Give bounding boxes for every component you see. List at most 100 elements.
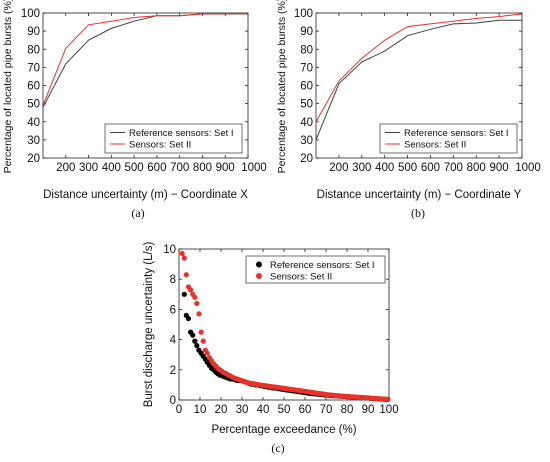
y-tick-label: 40 [300, 117, 313, 129]
x-tick-label: 700 [444, 162, 463, 174]
x-tick-label: 800 [193, 162, 212, 174]
legend-entry: Sensors: Set II [404, 140, 466, 151]
x-tick-label: 0 [176, 404, 182, 416]
y-tick-label: 80 [27, 44, 40, 56]
legend-entry: Reference sensors: Set I [404, 128, 509, 139]
legend-box [245, 255, 386, 284]
y-axis-label: Percentage of located pipe bursts (%) [276, 0, 288, 173]
legend-box [379, 123, 518, 154]
x-tick-label: 600 [421, 162, 440, 174]
y-tick-label: 80 [300, 44, 313, 56]
x-tick-label: 60 [299, 404, 312, 416]
x-tick-label: 500 [125, 162, 144, 174]
panel-label: (a) [131, 206, 144, 220]
x-tick-label: 50 [278, 404, 291, 416]
legend-entry: Sensors: Set II [129, 140, 191, 151]
chart-panel-1: 20 30 40 50 60 70 80 90 100 200 300 400 500 600 700 800… [2, 0, 267, 220]
data-point [185, 315, 191, 322]
data-point [188, 287, 194, 293]
series-line-2 [315, 13, 523, 123]
y-tick-label: 40 [27, 117, 40, 129]
x-tick-label: 20 [215, 404, 228, 416]
data-point [204, 350, 210, 356]
x-tick-label: 500 [398, 162, 417, 174]
x-tick-label: 200 [329, 162, 348, 174]
y-axis-label: Percentage of located pipe bursts (%) [2, 0, 14, 173]
y-tick-label: 10 [163, 244, 176, 256]
x-axis-label: Percentage exceedance (%) [211, 424, 356, 436]
data-point [181, 291, 187, 297]
y-tick-label: 30 [27, 135, 40, 147]
y-tick-label: 70 [27, 62, 40, 74]
y-tick-label: 4 [170, 335, 177, 347]
legend-swatch-marker [256, 261, 262, 268]
y-tick-label: 50 [27, 99, 40, 111]
y-tick-label: 30 [300, 135, 313, 147]
panel-label: (b) [411, 206, 425, 220]
x-tick-label: 30 [236, 404, 249, 416]
y-tick-label: 100 [294, 8, 313, 20]
x-axis-label: Distance uncertainty (m) − Coordinate Y [317, 189, 522, 201]
x-tick-label: 700 [170, 162, 189, 174]
y-tick-label: 6 [170, 304, 176, 316]
y-tick-label: 20 [300, 153, 313, 165]
legend-entry: Sensors: Set II [270, 272, 332, 283]
x-tick-label: 600 [147, 162, 166, 174]
y-tick-label: 60 [300, 81, 313, 93]
y-tick-label: 50 [300, 99, 313, 111]
y-tick-label: 90 [27, 26, 40, 38]
x-tick-label: 400 [102, 162, 121, 174]
data-point [179, 250, 185, 257]
x-tick-label: 80 [341, 404, 354, 416]
x-axis-label: Distance uncertainty (m) − Coordinate X [43, 189, 248, 201]
data-point [200, 338, 206, 344]
y-axis-label: Burst discharge uncertainty (L/s) [143, 242, 155, 408]
series-line-1 [315, 19, 522, 141]
data-point [198, 329, 204, 335]
data-point [183, 272, 189, 278]
x-tick-label: 90 [362, 404, 375, 416]
y-tick-label: 20 [27, 153, 40, 165]
legend-entry: Reference sensors: Set I [270, 260, 375, 271]
x-tick-label: 100 [379, 404, 398, 416]
series-2 [179, 250, 391, 402]
y-tick-label: 70 [300, 62, 313, 74]
data-point [194, 300, 200, 306]
x-tick-label: 400 [375, 162, 394, 174]
y-tick-label: 90 [300, 26, 313, 38]
x-tick-label: 300 [79, 162, 98, 174]
x-tick-label: 200 [56, 162, 75, 174]
legend-swatch-marker [256, 273, 262, 279]
data-point [192, 338, 198, 344]
data-point [196, 311, 202, 317]
y-tick-label: 2 [170, 365, 176, 377]
series-line-2 [42, 12, 249, 106]
x-tick-label: 10 [194, 404, 207, 416]
x-tick-label: 1000 [515, 162, 541, 174]
data-point [385, 396, 391, 402]
data-point [190, 332, 196, 338]
data-point [192, 294, 198, 300]
x-tick-label: 900 [216, 162, 235, 174]
panel-label: (c) [271, 441, 284, 455]
data-point [194, 343, 200, 349]
x-tick-label: 40 [257, 404, 270, 416]
data-point [181, 255, 187, 261]
x-tick-label: 1000 [241, 162, 267, 174]
x-tick-label: 900 [490, 162, 509, 174]
x-tick-label: 800 [467, 162, 486, 174]
legend-box [104, 123, 243, 154]
y-tick-label: 0 [170, 395, 176, 407]
y-tick-label: 100 [21, 8, 40, 20]
chart-panel-2: 20 30 40 50 60 70 80 90 100 200 300 400 500 600 700 800… [276, 0, 541, 220]
y-tick-label: 8 [170, 274, 176, 286]
y-tick-label: 60 [27, 81, 40, 93]
x-tick-label: 70 [320, 404, 333, 416]
legend-entry: Reference sensors: Set I [129, 128, 234, 139]
x-tick-label: 300 [352, 162, 371, 174]
